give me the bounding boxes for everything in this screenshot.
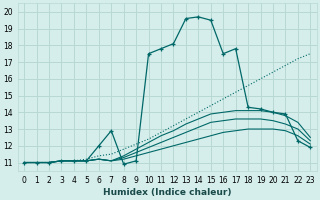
X-axis label: Humidex (Indice chaleur): Humidex (Indice chaleur) [103,188,231,197]
